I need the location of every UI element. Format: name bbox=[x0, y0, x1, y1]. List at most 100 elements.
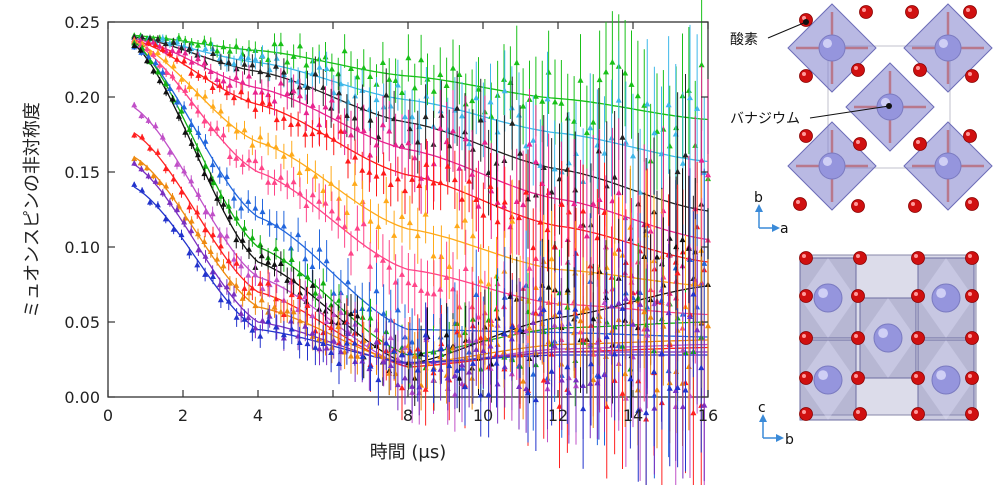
data-point bbox=[694, 326, 701, 333]
data-point bbox=[245, 314, 252, 321]
data-point bbox=[188, 59, 195, 65]
data-point bbox=[379, 353, 386, 359]
data-point bbox=[637, 301, 644, 307]
data-point bbox=[473, 94, 480, 101]
data-point bbox=[456, 375, 463, 381]
data-point bbox=[194, 52, 201, 58]
data-point bbox=[241, 126, 248, 133]
data-point bbox=[330, 337, 337, 344]
data-point bbox=[214, 255, 221, 262]
data-point bbox=[622, 370, 629, 377]
data-point bbox=[297, 189, 303, 196]
data-point bbox=[145, 117, 152, 123]
data-point bbox=[373, 173, 380, 179]
data-point bbox=[387, 334, 394, 341]
data-point bbox=[335, 214, 342, 221]
data-point bbox=[456, 165, 463, 171]
data-point bbox=[302, 131, 309, 137]
data-point bbox=[259, 208, 266, 215]
data-point bbox=[265, 317, 272, 324]
data-point bbox=[473, 346, 480, 352]
vanadium-atom bbox=[818, 152, 846, 180]
oxygen-atom-highlight bbox=[968, 292, 972, 296]
data-point bbox=[488, 321, 495, 327]
data-point bbox=[137, 159, 144, 166]
data-point bbox=[303, 61, 310, 68]
data-point bbox=[144, 164, 150, 171]
data-point bbox=[145, 53, 152, 60]
data-point bbox=[414, 366, 421, 373]
data-point bbox=[131, 42, 138, 49]
data-point bbox=[628, 81, 635, 87]
data-point bbox=[430, 365, 437, 372]
oxygen-atom bbox=[965, 289, 979, 303]
unit-cell-outline bbox=[827, 45, 951, 169]
data-point bbox=[450, 127, 456, 134]
data-point bbox=[296, 169, 303, 176]
data-point bbox=[288, 278, 294, 285]
data-point bbox=[603, 403, 610, 409]
data-point bbox=[451, 372, 458, 379]
data-point bbox=[405, 139, 412, 146]
data-point bbox=[231, 94, 237, 101]
data-point bbox=[320, 187, 327, 194]
vanadium-atom bbox=[931, 365, 961, 395]
data-point bbox=[501, 198, 508, 205]
data-point bbox=[217, 193, 224, 199]
data-point bbox=[246, 156, 252, 163]
y-tick-label: 0.20 bbox=[64, 88, 100, 107]
data-point bbox=[288, 150, 295, 157]
vanadium-atom-highlight bbox=[938, 156, 948, 166]
data-point bbox=[540, 306, 547, 312]
data-point bbox=[201, 238, 208, 245]
axis-indicator-ab: b a bbox=[754, 190, 789, 237]
y-axis-title: ミュオンスピンの非対称度 bbox=[22, 102, 43, 318]
data-point bbox=[454, 222, 461, 229]
data-point bbox=[354, 125, 361, 131]
data-point bbox=[174, 161, 180, 167]
data-point bbox=[603, 294, 609, 300]
data-point bbox=[257, 68, 264, 75]
data-point bbox=[214, 125, 221, 131]
data-point bbox=[437, 179, 444, 186]
data-point bbox=[487, 98, 494, 105]
oxygen-label: 酸素 bbox=[730, 32, 758, 48]
data-point bbox=[330, 311, 337, 317]
data-point bbox=[163, 47, 170, 54]
oxygen-atom bbox=[913, 63, 927, 77]
data-point bbox=[195, 151, 201, 158]
data-point bbox=[238, 88, 245, 95]
data-point bbox=[373, 338, 380, 345]
data-point bbox=[207, 68, 214, 75]
data-point bbox=[469, 360, 476, 366]
data-point bbox=[169, 72, 176, 79]
data-point bbox=[309, 130, 316, 137]
data-point bbox=[233, 42, 240, 49]
data-point bbox=[643, 409, 650, 416]
data-point bbox=[209, 84, 216, 91]
data-point bbox=[182, 129, 189, 135]
data-point bbox=[225, 120, 232, 127]
data-point bbox=[252, 271, 259, 278]
data-point bbox=[501, 330, 508, 337]
data-point bbox=[530, 244, 537, 251]
data-point bbox=[170, 175, 177, 182]
data-point bbox=[520, 201, 527, 208]
data-point bbox=[456, 331, 463, 338]
data-point bbox=[188, 70, 195, 76]
data-point bbox=[545, 338, 552, 345]
x-tick-label: 16 bbox=[698, 406, 718, 425]
data-point bbox=[288, 76, 294, 83]
oxygen-atom bbox=[911, 331, 925, 345]
data-point bbox=[233, 74, 240, 80]
data-point bbox=[351, 180, 358, 186]
data-point bbox=[459, 196, 465, 202]
data-point bbox=[438, 345, 445, 352]
data-point bbox=[178, 108, 185, 114]
data-point bbox=[156, 77, 163, 84]
data-point bbox=[540, 377, 547, 383]
data-point bbox=[336, 360, 342, 367]
data-point bbox=[501, 87, 508, 94]
data-point bbox=[328, 96, 335, 103]
data-point bbox=[475, 353, 482, 360]
